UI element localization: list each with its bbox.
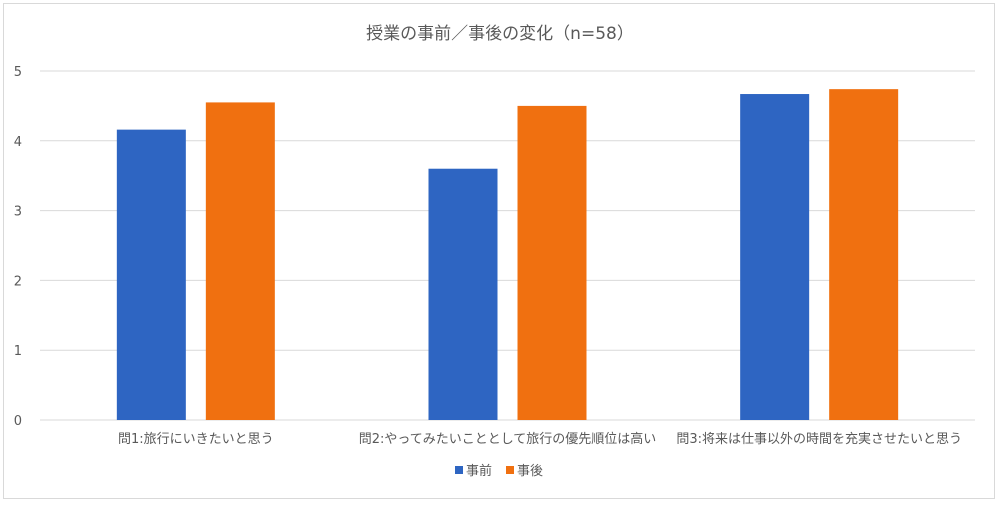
x-category-label: 問3:将来は仕事以外の時間を充実させたいと思う <box>676 431 962 447</box>
bar-事前-3 <box>740 94 810 420</box>
x-axis-labels: 問1:旅行にいきたいと思う 問2:やってみたいこととして旅行の優先順位は高い 問3:… <box>118 431 962 447</box>
y-tick-label: 1 <box>14 344 22 359</box>
legend-swatch-事後 <box>506 466 514 474</box>
bar-事前-2 <box>428 168 498 420</box>
bar-事後-1 <box>205 102 275 420</box>
bars <box>116 89 899 421</box>
legend-label: 事前 <box>466 463 492 479</box>
legend: 事前 事後 <box>455 463 543 479</box>
x-category-label: 問2:やってみたいこととして旅行の優先順位は高い <box>359 431 657 447</box>
bar-事後-2 <box>517 105 587 421</box>
gridlines <box>40 70 975 421</box>
y-tick-label: 2 <box>14 274 22 289</box>
chart-title: 授業の事前／事後の変化（n=58） <box>366 24 634 44</box>
x-category-label: 問1:旅行にいきたいと思う <box>118 432 274 447</box>
bar-事前-1 <box>116 129 186 420</box>
bar-事後-3 <box>829 89 899 420</box>
y-axis-ticks: 0 1 2 3 4 5 <box>14 65 22 429</box>
y-tick-label: 0 <box>14 414 22 429</box>
y-tick-label: 3 <box>14 205 22 220</box>
legend-label: 事後 <box>517 464 543 479</box>
y-tick-label: 5 <box>14 65 22 80</box>
legend-swatch-事前 <box>455 466 463 474</box>
y-tick-label: 4 <box>14 135 22 150</box>
